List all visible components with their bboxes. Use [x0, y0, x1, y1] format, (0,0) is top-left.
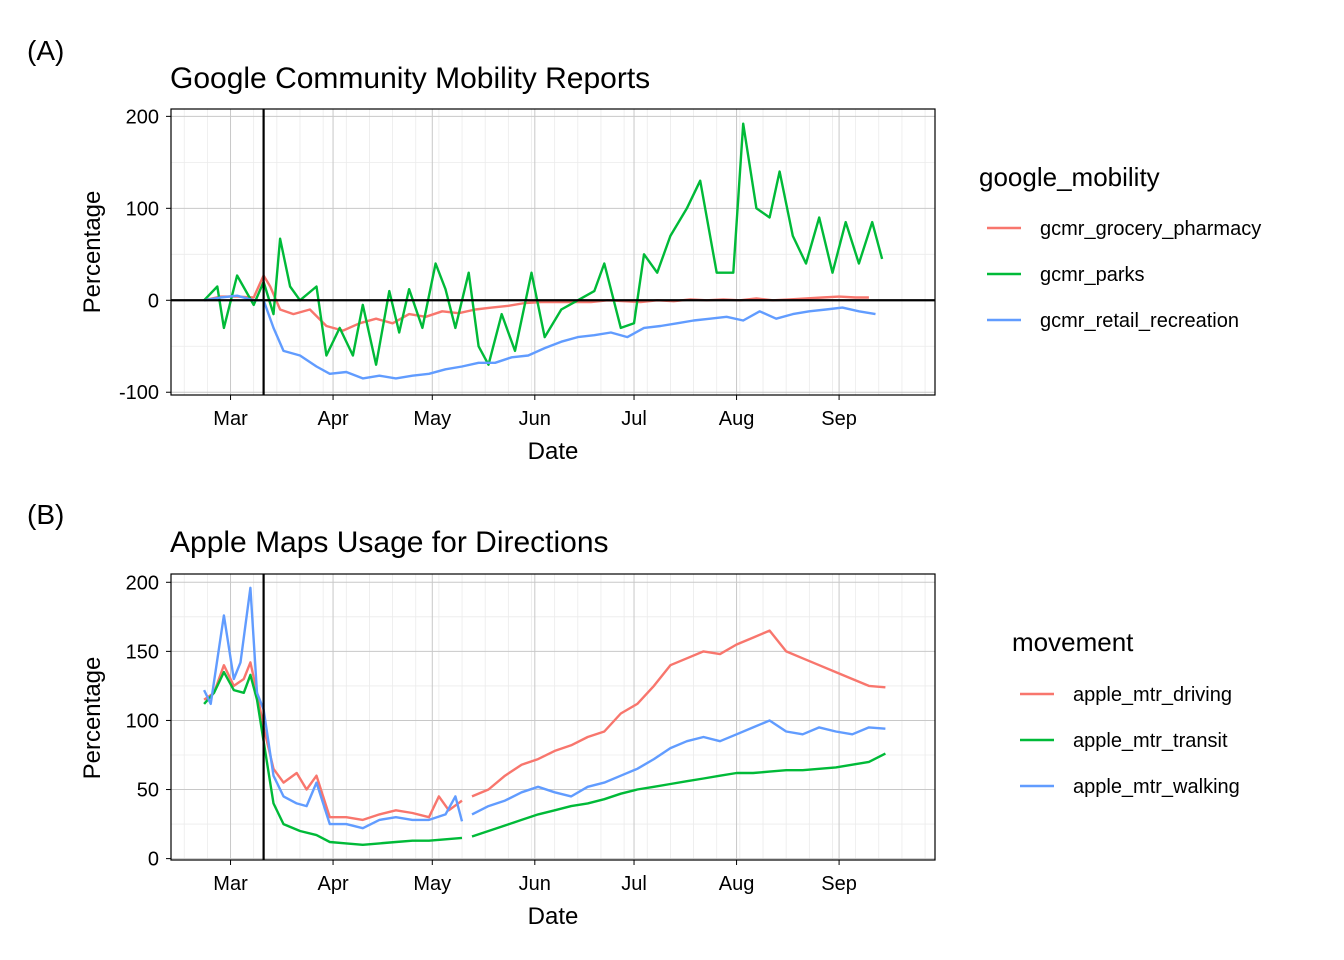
panel-b-title: Apple Maps Usage for Directions [170, 526, 609, 559]
legend-a-title: google_mobility [979, 162, 1160, 192]
x-tick-label: Jul [621, 408, 647, 430]
series-line-apple_mtr_walking [203, 586, 464, 830]
panel-a-ylabel: Percentage [79, 191, 106, 314]
y-tick-label: 0 [148, 849, 159, 871]
legend-label-gcmr_retail_recreation: gcmr_retail_recreation [1040, 310, 1239, 332]
y-tick-label: 150 [126, 641, 159, 663]
y-tick-label: 100 [126, 198, 159, 220]
panel-b-ylabel: Percentage [79, 657, 106, 780]
x-tick-label: Jun [519, 408, 551, 430]
legend-b: movement apple_mtr_driving apple_mtr_tran… [1012, 627, 1240, 798]
series-line-apple_mtr_walking [471, 719, 886, 816]
series-line-apple_mtr_transit [471, 752, 886, 838]
panel-b: (B) Apple Maps Usage for Directions Mar A… [27, 499, 1240, 930]
series-line-gcmr_parks [203, 122, 884, 366]
panel-a-title: Google Community Mobility Reports [170, 62, 650, 95]
y-tick-label: 200 [126, 106, 159, 128]
series-line-apple_mtr_driving [471, 629, 886, 798]
series-line-apple_mtr_driving [203, 661, 463, 822]
plot-a: Mar Apr May Jun Jul Aug Sep -100 0 100 200 [119, 106, 936, 430]
panel-a-xlabel: Date [528, 438, 579, 465]
x-tick-label: May [413, 873, 451, 895]
x-tick-label: Mar [213, 873, 248, 895]
series-group [203, 122, 884, 380]
x-tick-label: May [413, 408, 451, 430]
y-tick-label: 0 [148, 290, 159, 312]
legend-label-apple_mtr_driving: apple_mtr_driving [1073, 684, 1232, 706]
x-tick-label: Sep [821, 873, 857, 895]
legend-a: google_mobility gcmr_grocery_pharmacygcm… [979, 162, 1261, 332]
series-line-gcmr_retail_recreation [203, 294, 876, 380]
y-tick-label: 200 [126, 572, 159, 594]
x-tick-label: Apr [317, 873, 348, 895]
plot-border [170, 108, 936, 396]
x-tick-label: Sep [821, 408, 857, 430]
panel-b-tag: (B) [27, 499, 64, 530]
legend-label-gcmr_parks: gcmr_parks [1040, 264, 1144, 286]
series-line-apple_mtr_transit [203, 670, 463, 846]
plot-border [170, 573, 936, 861]
x-tick-label: Apr [317, 408, 348, 430]
y-tick-label: -100 [119, 382, 159, 404]
y-tick-label: 100 [126, 710, 159, 732]
legend-label-apple_mtr_walking: apple_mtr_walking [1073, 776, 1240, 798]
legend-label-apple_mtr_transit: apple_mtr_transit [1073, 730, 1228, 752]
panel-a-tag: (A) [27, 35, 64, 66]
x-tick-label: Jul [621, 873, 647, 895]
plot-b: Mar Apr May Jun Jul Aug Sep 0 50 100 150 200 [126, 572, 936, 895]
panel-b-xlabel: Date [528, 903, 579, 930]
legend-label-gcmr_grocery_pharmacy: gcmr_grocery_pharmacy [1040, 218, 1261, 240]
x-tick-label: Aug [719, 873, 755, 895]
legend-b-title: movement [1012, 627, 1134, 657]
x-tick-label: Jun [519, 873, 551, 895]
series-group [203, 586, 886, 846]
panel-a: (A) Google Community Mobility Reports Ma… [27, 35, 1261, 465]
y-tick-label: 50 [137, 780, 159, 802]
x-tick-label: Aug [719, 408, 755, 430]
x-tick-label: Mar [213, 408, 248, 430]
